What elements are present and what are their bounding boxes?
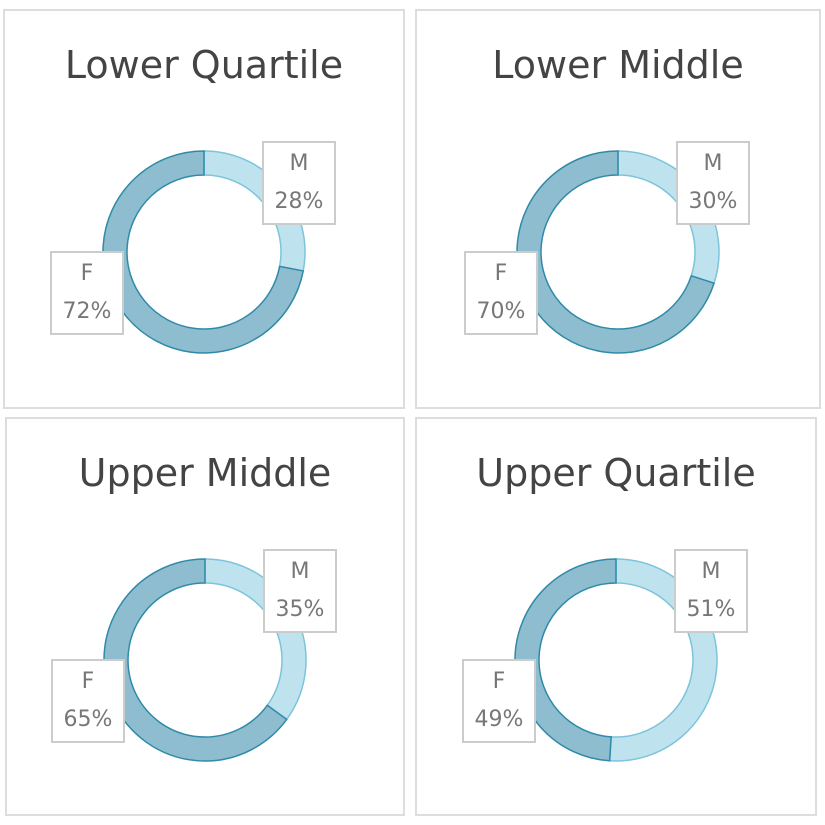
data-label-category: F (493, 669, 506, 694)
chart-title: Upper Middle (79, 451, 332, 495)
chart-title: Upper Quartile (476, 451, 755, 495)
donut-slice (516, 150, 716, 354)
data-label-category: M (291, 559, 310, 584)
chart-panel: Upper Quartile M 51% F 49% (415, 417, 817, 816)
data-label-box (676, 141, 750, 225)
data-label-category: F (495, 261, 508, 286)
data-label-box (674, 549, 748, 633)
donut-slice (102, 150, 305, 354)
chart-panel: Lower Quartile M 28% F 72% (3, 9, 405, 409)
data-label-category: F (82, 669, 95, 694)
data-label-category: F (81, 261, 94, 286)
data-label-category: M (702, 559, 721, 584)
donut-slice (103, 558, 288, 762)
chart-panel: Lower Middle M 30% F 70% (415, 9, 821, 409)
data-label-category: M (704, 151, 723, 176)
data-label-category: M (290, 151, 309, 176)
data-label-value: 35% (276, 597, 325, 622)
data-label-value: 30% (689, 189, 738, 214)
data-label-value: 72% (63, 299, 112, 324)
data-label-value: 49% (475, 707, 524, 732)
data-label-value: 51% (687, 597, 736, 622)
data-label-box (262, 141, 336, 225)
chart-title: Lower Middle (492, 43, 743, 87)
data-label-value: 28% (275, 189, 324, 214)
data-label-box (50, 251, 124, 335)
data-label-box (51, 659, 125, 743)
data-label-value: 65% (64, 707, 113, 732)
data-label-box (462, 659, 536, 743)
data-label-box (464, 251, 538, 335)
data-label-box (263, 549, 337, 633)
data-label-value: 70% (477, 299, 526, 324)
chart-title: Lower Quartile (65, 43, 343, 87)
chart-panel: Upper Middle M 35% F 65% (5, 417, 405, 816)
